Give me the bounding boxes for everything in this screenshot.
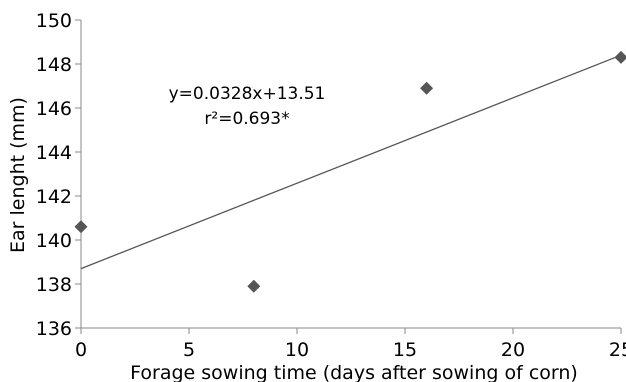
y-tick-group: 136 138 140 142 144 146 148 150 xyxy=(36,10,81,340)
equation-label: y=0.0328x+13.51 xyxy=(169,84,326,104)
x-tick-label: 5 xyxy=(183,339,195,361)
x-axis-title: Forage sowing time (days after sowing of… xyxy=(130,362,578,382)
x-tick-label: 15 xyxy=(393,339,417,361)
y-tick-label: 140 xyxy=(36,230,72,252)
data-point-diamond xyxy=(614,50,626,64)
x-tick-label: 25 xyxy=(609,339,626,361)
y-tick-label: 144 xyxy=(36,142,72,164)
y-tick-label: 142 xyxy=(36,186,72,208)
data-points xyxy=(74,50,626,293)
y-tick-label: 148 xyxy=(36,54,72,76)
data-point-diamond xyxy=(247,279,261,293)
x-tick-label: 20 xyxy=(501,339,525,361)
y-tick-label: 146 xyxy=(36,98,72,120)
plot-area: 0 5 10 15 20 25 136 138 140 142 144 146 148 150 xyxy=(36,10,626,361)
y-axis-title: Ear lenght (mm) xyxy=(7,97,29,253)
x-tick-label: 0 xyxy=(75,339,87,361)
x-tick-group: 0 5 10 15 20 25 xyxy=(75,328,626,361)
data-point-diamond xyxy=(74,220,88,234)
x-tick-label: 10 xyxy=(285,339,309,361)
r-squared-label: r²=0.693* xyxy=(204,109,289,129)
trendline xyxy=(80,54,622,270)
y-tick-label: 138 xyxy=(36,274,72,296)
y-tick-label: 150 xyxy=(36,10,72,32)
data-point-diamond xyxy=(420,81,434,95)
y-tick-label: 136 xyxy=(36,318,72,340)
